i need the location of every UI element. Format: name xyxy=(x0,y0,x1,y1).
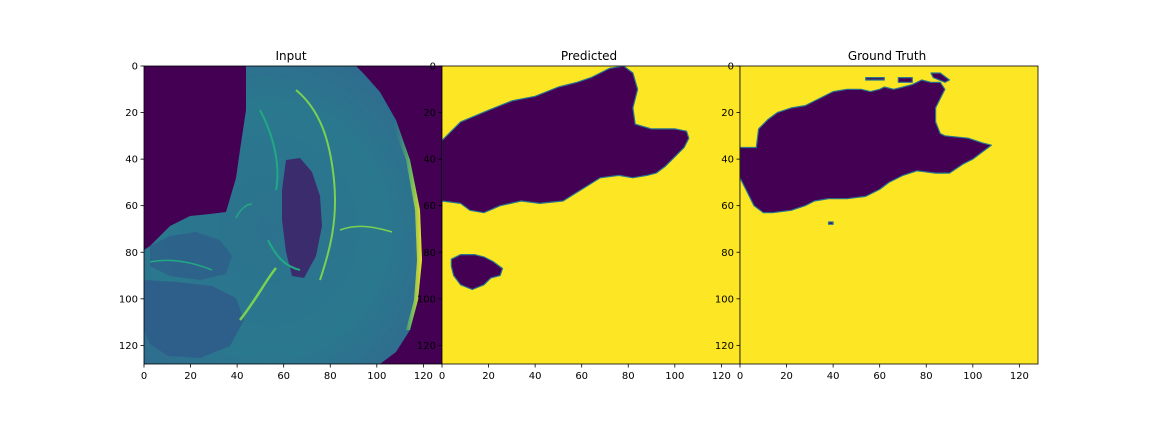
input-x-tick-label: 20 xyxy=(184,371,197,382)
ground-truth-y-tick-label: 60 xyxy=(721,201,734,212)
ground-truth-panel: Ground Truth 0 20 40 60 80 100 120 0 20 40 60 80 10… xyxy=(715,49,1039,382)
predicted-region-1 xyxy=(450,254,504,291)
input-x-tick-label: 40 xyxy=(231,371,244,382)
predicted-y-tick-label: 20 xyxy=(423,108,436,119)
input-y-tick-label: 40 xyxy=(125,155,138,166)
input-y-tick-label: 0 xyxy=(132,62,138,73)
predicted-x-tick-label: 20 xyxy=(482,371,495,382)
ground-truth-y-tick-label: 20 xyxy=(721,108,734,119)
input-x-tick-label: 120 xyxy=(414,371,433,382)
input-panel: Input 0 20 40 60 80 100 120 0 20 40 60 80 100 120 xyxy=(119,49,443,382)
predicted-y-tick-label: 80 xyxy=(423,248,436,259)
input-y-tick-label: 100 xyxy=(119,294,138,305)
input-y-tick-label: 80 xyxy=(125,248,138,259)
predicted-y-ticks: 0 20 40 60 80 100 120 xyxy=(417,62,442,352)
predicted-x-tick-label: 60 xyxy=(575,371,588,382)
input-x-ticks: 0 20 40 60 80 100 120 xyxy=(141,364,433,382)
ground-truth-region-2 xyxy=(930,72,951,83)
input-title: Input xyxy=(275,49,306,63)
ground-truth-region-3 xyxy=(897,76,913,83)
ground-truth-x-tick-label: 60 xyxy=(873,371,886,382)
predicted-y-tick-label: 40 xyxy=(423,155,436,166)
predicted-y-tick-label: 60 xyxy=(423,201,436,212)
input-image xyxy=(144,66,442,364)
ground-truth-y-tick-label: 120 xyxy=(715,341,734,352)
ground-truth-y-tick-label: 80 xyxy=(721,248,734,259)
ground-truth-region-1 xyxy=(865,76,885,81)
predicted-x-tick-label: 120 xyxy=(712,371,731,382)
predicted-x-tick-label: 40 xyxy=(529,371,542,382)
predicted-y-tick-label: 0 xyxy=(430,62,436,73)
ground-truth-region-4 xyxy=(827,221,834,225)
ground-truth-x-tick-label: 20 xyxy=(780,371,793,382)
ground-truth-x-tick-label: 0 xyxy=(737,371,743,382)
ground-truth-y-tick-label: 100 xyxy=(715,294,734,305)
predicted-x-tick-label: 0 xyxy=(439,371,445,382)
input-x-tick-label: 80 xyxy=(324,371,337,382)
ground-truth-x-ticks: 0 20 40 60 80 100 120 xyxy=(737,364,1029,382)
predicted-y-tick-label: 100 xyxy=(417,294,436,305)
input-y-tick-label: 20 xyxy=(125,108,138,119)
ground-truth-x-tick-label: 100 xyxy=(963,371,982,382)
predicted-region-0 xyxy=(442,66,690,214)
input-y-tick-label: 120 xyxy=(119,341,138,352)
ground-truth-frame xyxy=(739,65,1039,365)
ground-truth-x-tick-label: 40 xyxy=(827,371,840,382)
predicted-x-tick-label: 100 xyxy=(665,371,684,382)
ground-truth-region-0 xyxy=(740,79,993,214)
predicted-panel: Predicted 0 20 40 60 80 100 120 0 20 40 60 80 100 12… xyxy=(417,49,741,382)
ground-truth-y-tick-label: 40 xyxy=(721,155,734,166)
predicted-y-tick-label: 120 xyxy=(417,341,436,352)
predicted-regions xyxy=(442,66,690,291)
input-x-tick-label: 0 xyxy=(141,371,147,382)
predicted-x-ticks: 0 20 40 60 80 100 120 xyxy=(439,364,731,382)
ground-truth-x-tick-label: 80 xyxy=(920,371,933,382)
predicted-title: Predicted xyxy=(561,49,617,63)
predicted-x-tick-label: 80 xyxy=(622,371,635,382)
ground-truth-y-ticks: 0 20 40 60 80 100 120 xyxy=(715,62,740,352)
input-y-ticks: 0 20 40 60 80 100 120 xyxy=(119,62,144,352)
input-x-tick-label: 100 xyxy=(367,371,386,382)
ground-truth-regions xyxy=(740,72,993,225)
ground-truth-title: Ground Truth xyxy=(848,49,926,63)
input-x-tick-label: 60 xyxy=(277,371,290,382)
ground-truth-x-tick-label: 120 xyxy=(1010,371,1029,382)
ground-truth-y-tick-label: 0 xyxy=(728,62,734,73)
input-y-tick-label: 60 xyxy=(125,201,138,212)
